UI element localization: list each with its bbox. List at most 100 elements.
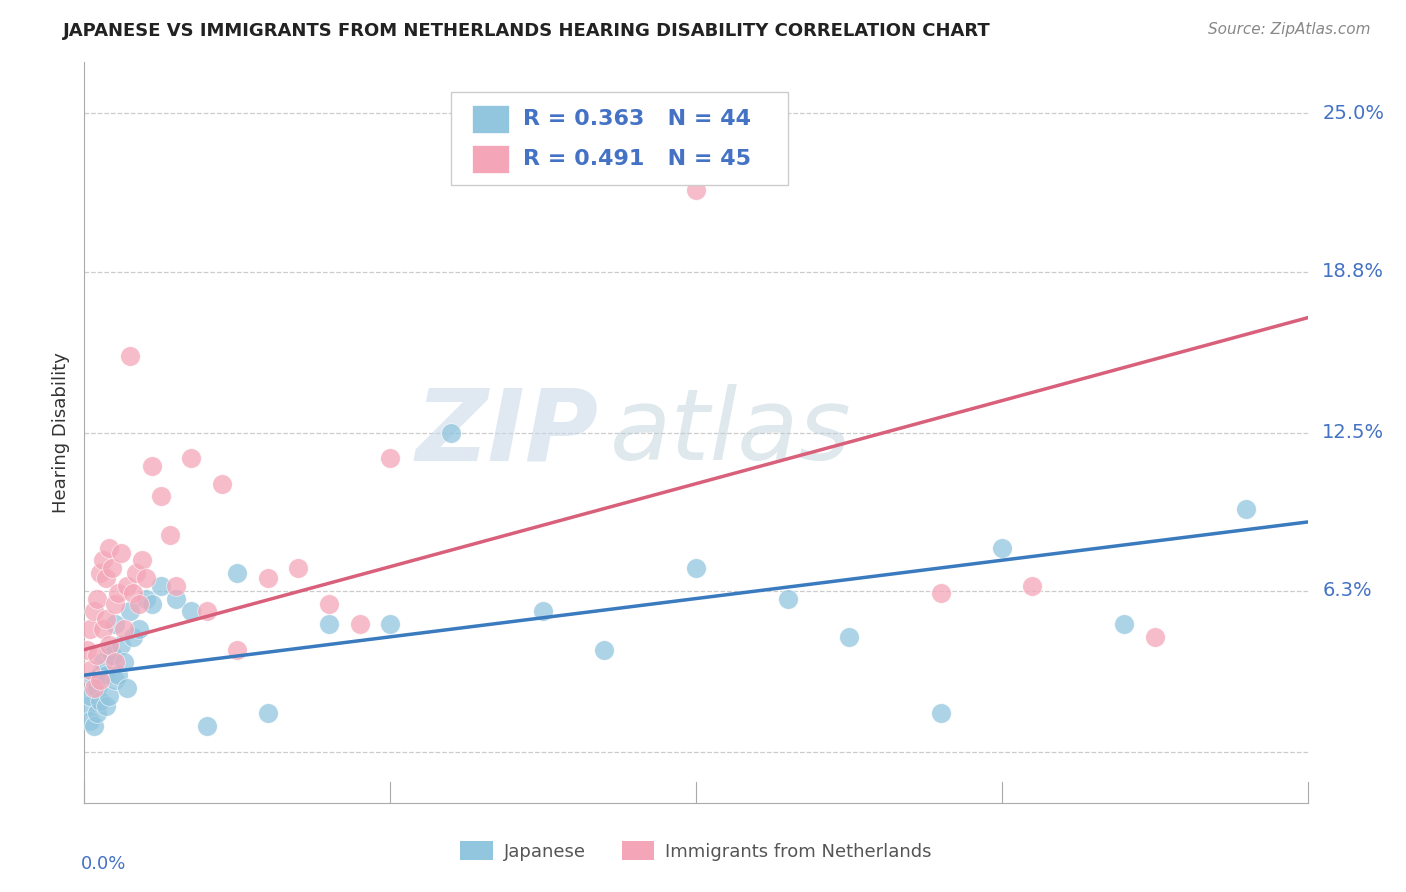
Point	[91, 553, 114, 567]
Point	[122, 630, 145, 644]
Point	[141, 458, 163, 473]
Point	[593, 642, 616, 657]
Point	[83, 681, 105, 695]
Point	[79, 689, 101, 703]
Text: JAPANESE VS IMMIGRANTS FROM NETHERLANDS HEARING DISABILITY CORRELATION CHART: JAPANESE VS IMMIGRANTS FROM NETHERLANDS …	[63, 22, 991, 40]
Point	[94, 698, 117, 713]
Point	[1143, 630, 1166, 644]
Point	[929, 706, 952, 721]
FancyBboxPatch shape	[472, 104, 509, 133]
Legend: Japanese, Immigrants from Netherlands: Japanese, Immigrants from Netherlands	[453, 834, 939, 868]
Point	[141, 597, 163, 611]
Point	[180, 451, 202, 466]
Point	[991, 541, 1014, 555]
Point	[149, 490, 172, 504]
Point	[165, 591, 187, 606]
Point	[165, 579, 187, 593]
Point	[97, 541, 120, 555]
Text: R = 0.491   N = 45: R = 0.491 N = 45	[523, 150, 751, 169]
Point	[685, 561, 707, 575]
Point	[97, 642, 120, 657]
Point	[929, 586, 952, 600]
Point	[101, 648, 124, 662]
Point	[257, 571, 280, 585]
Point	[94, 612, 117, 626]
Text: 25.0%: 25.0%	[1322, 104, 1385, 123]
Point	[257, 706, 280, 721]
Point	[128, 622, 150, 636]
Point	[180, 604, 202, 618]
Point	[89, 673, 111, 688]
Point	[94, 668, 117, 682]
Point	[107, 586, 129, 600]
Point	[112, 622, 135, 636]
Text: ZIP: ZIP	[415, 384, 598, 481]
Point	[131, 553, 153, 567]
Point	[97, 638, 120, 652]
Point	[86, 706, 108, 721]
Point	[211, 476, 233, 491]
FancyBboxPatch shape	[472, 145, 509, 173]
Point	[89, 694, 111, 708]
Point	[838, 630, 860, 644]
Point	[83, 604, 105, 618]
Point	[122, 586, 145, 600]
Point	[380, 617, 402, 632]
Point	[318, 617, 340, 632]
Point	[94, 571, 117, 585]
Point	[91, 656, 114, 670]
Point	[86, 591, 108, 606]
Point	[79, 663, 101, 677]
Point	[76, 642, 98, 657]
Point	[1021, 579, 1043, 593]
Point	[91, 622, 114, 636]
Point	[120, 349, 142, 363]
Point	[195, 719, 218, 733]
Point	[440, 425, 463, 440]
Point	[83, 673, 105, 688]
Point	[79, 714, 101, 728]
Point	[89, 668, 111, 682]
Point	[83, 719, 105, 733]
Point	[287, 561, 309, 575]
Point	[349, 617, 371, 632]
Point	[120, 604, 142, 618]
Point	[110, 546, 132, 560]
Point	[128, 597, 150, 611]
Point	[115, 579, 138, 593]
Point	[104, 617, 127, 632]
Point	[125, 566, 148, 580]
Point	[380, 451, 402, 466]
Text: atlas: atlas	[610, 384, 852, 481]
Point	[110, 638, 132, 652]
Point	[104, 656, 127, 670]
Point	[776, 591, 799, 606]
Point	[135, 591, 157, 606]
Point	[318, 597, 340, 611]
Text: R = 0.363   N = 44: R = 0.363 N = 44	[523, 109, 751, 128]
Text: Source: ZipAtlas.com: Source: ZipAtlas.com	[1208, 22, 1371, 37]
Point	[1114, 617, 1136, 632]
Point	[79, 622, 101, 636]
Point	[1236, 502, 1258, 516]
FancyBboxPatch shape	[451, 92, 787, 185]
Point	[76, 698, 98, 713]
Point	[226, 642, 249, 657]
Point	[115, 681, 138, 695]
Point	[112, 656, 135, 670]
Point	[86, 681, 108, 695]
Point	[149, 579, 172, 593]
Text: 6.3%: 6.3%	[1322, 582, 1372, 600]
Point	[159, 527, 181, 541]
Y-axis label: Hearing Disability: Hearing Disability	[52, 352, 70, 513]
Point	[135, 571, 157, 585]
Point	[86, 648, 108, 662]
Text: 18.8%: 18.8%	[1322, 262, 1385, 281]
Point	[107, 668, 129, 682]
Point	[89, 566, 111, 580]
Text: 12.5%: 12.5%	[1322, 423, 1385, 442]
Point	[104, 673, 127, 688]
Point	[226, 566, 249, 580]
Point	[531, 604, 554, 618]
Point	[195, 604, 218, 618]
